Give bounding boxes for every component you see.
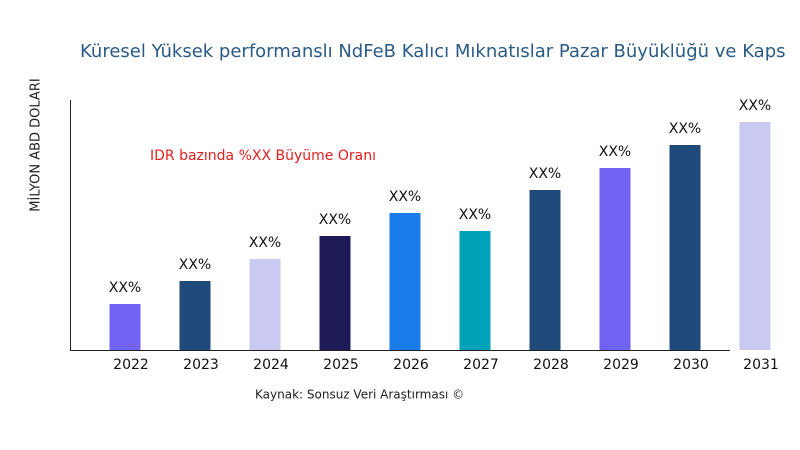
x-tick-label: 2025 <box>323 357 359 373</box>
bar <box>459 231 491 350</box>
value-label: XX% <box>459 207 491 223</box>
bar <box>109 304 141 350</box>
value-label: XX% <box>249 235 281 251</box>
value-label: XX% <box>529 166 561 182</box>
bar <box>739 122 771 350</box>
bar <box>599 168 631 350</box>
value-label: XX% <box>599 144 631 160</box>
x-tick-label: 2027 <box>463 357 499 373</box>
x-tick-label: 2029 <box>603 357 639 373</box>
value-label: XX% <box>389 189 421 205</box>
value-label: XX% <box>319 212 351 228</box>
value-label: XX% <box>109 280 141 296</box>
bar <box>389 213 421 350</box>
value-label: XX% <box>179 257 211 273</box>
bar <box>529 190 561 350</box>
x-tick-label: 2031 <box>743 357 779 373</box>
source: Kaynak: Sonsuz Veri Araştırması © <box>255 388 464 402</box>
value-label: XX% <box>739 98 771 114</box>
bar <box>669 145 701 350</box>
x-tick-label: 2023 <box>183 357 219 373</box>
x-tick-label: 2024 <box>253 357 289 373</box>
bar <box>319 236 351 350</box>
bar <box>249 259 281 350</box>
value-label: XX% <box>669 121 701 137</box>
x-tick-label: 2026 <box>393 357 429 373</box>
chart-title: Küresel Yüksek performanslı NdFeB Kalıcı… <box>80 41 786 62</box>
y-axis-label: MİLYON ABD DOLARI <box>28 78 44 211</box>
bar <box>179 281 211 350</box>
x-tick-label: 2030 <box>673 357 709 373</box>
x-tick-label: 2028 <box>533 357 569 373</box>
annotation: IDR bazında %XX Büyüme Oranı <box>150 148 376 164</box>
x-tick-label: 2022 <box>113 357 149 373</box>
